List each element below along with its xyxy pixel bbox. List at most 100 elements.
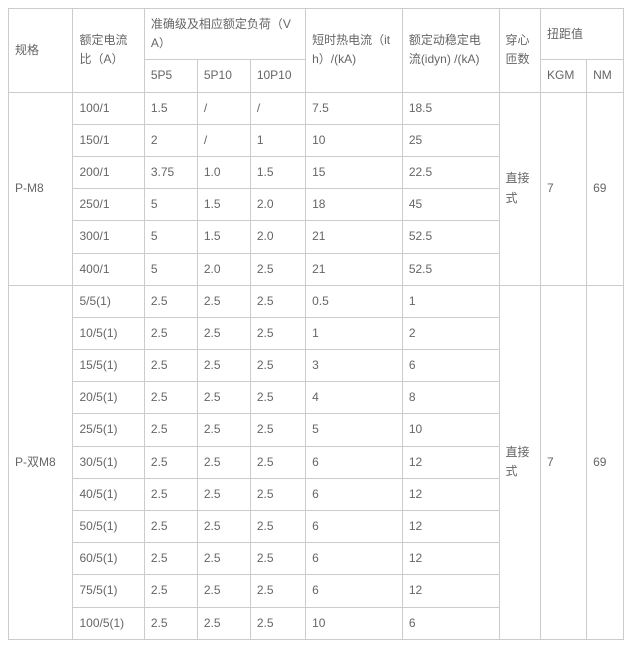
cell-ith: 1: [306, 317, 403, 349]
cell-idyn: 25: [402, 124, 499, 156]
cell-p10: 1.5: [197, 221, 250, 253]
cell-p10b: 2.0: [250, 189, 305, 221]
cell-idyn: 8: [402, 382, 499, 414]
cell-nm: 69: [587, 285, 624, 639]
cell-p10b: 2.5: [250, 317, 305, 349]
cell-idyn: 6: [402, 607, 499, 639]
cell-idyn: 12: [402, 511, 499, 543]
cell-p10: 2.5: [197, 543, 250, 575]
cell-p10: 1.0: [197, 156, 250, 188]
header-acc: 准确级及相应额定负荷（VA）: [144, 9, 305, 60]
cell-p10: /: [197, 92, 250, 124]
cell-ith: 18: [306, 189, 403, 221]
table-header: 规格 额定电流比（A） 准确级及相应额定负荷（VA） 短时热电流（ith）/(k…: [9, 9, 624, 93]
cell-idyn: 22.5: [402, 156, 499, 188]
cell-ratio: 60/5(1): [73, 543, 144, 575]
cell-p10: 2.5: [197, 350, 250, 382]
cell-kgm: 7: [541, 285, 587, 639]
cell-ith: 6: [306, 511, 403, 543]
cell-p10b: 2.5: [250, 253, 305, 285]
header-core: 穿心匝数: [499, 9, 540, 93]
cell-p10b: 2.5: [250, 511, 305, 543]
cell-nm: 69: [587, 92, 624, 285]
cell-p5: 5: [144, 253, 197, 285]
header-5p10: 5P10: [197, 60, 250, 92]
cell-core: 直接式: [499, 92, 540, 285]
cell-ratio: 400/1: [73, 253, 144, 285]
cell-p10b: 2.5: [250, 543, 305, 575]
cell-p10b: 2.5: [250, 446, 305, 478]
cell-p5: 2.5: [144, 285, 197, 317]
cell-p5: 2.5: [144, 543, 197, 575]
cell-idyn: 10: [402, 414, 499, 446]
header-5p5: 5P5: [144, 60, 197, 92]
cell-ratio: 200/1: [73, 156, 144, 188]
header-nm: NM: [587, 60, 624, 92]
cell-p5: 2.5: [144, 317, 197, 349]
header-idyn: 额定动稳定电流(idyn) /(kA): [402, 9, 499, 93]
cell-idyn: 12: [402, 478, 499, 510]
cell-p10: 2.5: [197, 414, 250, 446]
cell-ratio: 250/1: [73, 189, 144, 221]
cell-ratio: 5/5(1): [73, 285, 144, 317]
cell-p10b: 2.5: [250, 575, 305, 607]
cell-p10b: 1: [250, 124, 305, 156]
header-spec: 规格: [9, 9, 73, 93]
cell-idyn: 2: [402, 317, 499, 349]
cell-p5: 2.5: [144, 478, 197, 510]
cell-p5: 2.5: [144, 575, 197, 607]
cell-ith: 6: [306, 543, 403, 575]
cell-p5: 2: [144, 124, 197, 156]
cell-p10b: 1.5: [250, 156, 305, 188]
cell-p5: 2.5: [144, 414, 197, 446]
cell-ith: 0.5: [306, 285, 403, 317]
cell-p5: 2.5: [144, 607, 197, 639]
cell-p10b: 2.5: [250, 414, 305, 446]
cell-p10: /: [197, 124, 250, 156]
header-ith: 短时热电流（ith）/(kA): [306, 9, 403, 93]
cell-ratio: 15/5(1): [73, 350, 144, 382]
cell-ith: 21: [306, 221, 403, 253]
cell-idyn: 6: [402, 350, 499, 382]
cell-p5: 1.5: [144, 92, 197, 124]
cell-ith: 10: [306, 607, 403, 639]
cell-p10: 2.5: [197, 607, 250, 639]
cell-p10: 2.5: [197, 478, 250, 510]
cell-p10: 1.5: [197, 189, 250, 221]
cell-ratio: 150/1: [73, 124, 144, 156]
cell-p10: 2.5: [197, 382, 250, 414]
cell-ratio: 75/5(1): [73, 575, 144, 607]
cell-p5: 2.5: [144, 511, 197, 543]
cell-ratio: 100/1: [73, 92, 144, 124]
cell-ith: 6: [306, 478, 403, 510]
cell-ith: 6: [306, 446, 403, 478]
cell-ratio: 40/5(1): [73, 478, 144, 510]
cell-p10b: 2.5: [250, 382, 305, 414]
cell-ratio: 50/5(1): [73, 511, 144, 543]
cell-p5: 5: [144, 189, 197, 221]
cell-p10: 2.5: [197, 511, 250, 543]
cell-p10b: /: [250, 92, 305, 124]
cell-ratio: 20/5(1): [73, 382, 144, 414]
cell-p5: 5: [144, 221, 197, 253]
header-ratio: 额定电流比（A）: [73, 9, 144, 93]
cell-ratio: 100/5(1): [73, 607, 144, 639]
cell-idyn: 12: [402, 543, 499, 575]
cell-idyn: 52.5: [402, 221, 499, 253]
cell-ith: 6: [306, 575, 403, 607]
cell-ith: 5: [306, 414, 403, 446]
cell-p5: 2.5: [144, 350, 197, 382]
cell-p10: 2.5: [197, 317, 250, 349]
cell-p10b: 2.0: [250, 221, 305, 253]
cell-p10: 2.0: [197, 253, 250, 285]
cell-p10: 2.5: [197, 575, 250, 607]
cell-p10: 2.5: [197, 285, 250, 317]
table-body: P-M8100/11.5//7.518.5直接式769150/12/110252…: [9, 92, 624, 639]
table-row: P-双M85/5(1)2.52.52.50.51直接式769: [9, 285, 624, 317]
cell-p10b: 2.5: [250, 607, 305, 639]
cell-ith: 15: [306, 156, 403, 188]
cell-ith: 10: [306, 124, 403, 156]
cell-idyn: 12: [402, 446, 499, 478]
cell-p10: 2.5: [197, 446, 250, 478]
cell-idyn: 45: [402, 189, 499, 221]
